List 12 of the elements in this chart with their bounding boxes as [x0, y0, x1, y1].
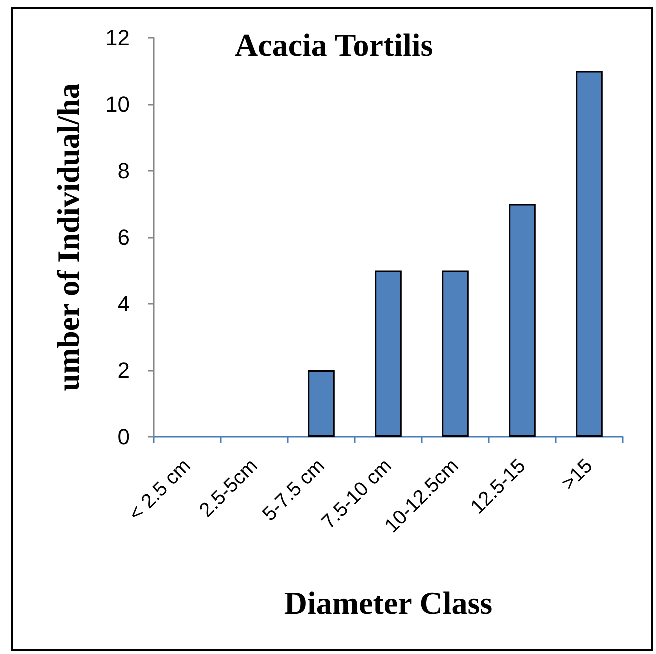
y-axis-title: umber of Individual/ha [51, 83, 86, 392]
y-tick-label: 8 [118, 158, 130, 184]
y-tick-label: 0 [118, 424, 130, 450]
y-tick-label: 2 [118, 358, 130, 383]
x-tick-label: >15 [558, 455, 598, 495]
y-tick-label: 4 [118, 292, 130, 316]
y-tick-label: 12 [106, 26, 130, 50]
x-tick-label: < 2.5 cm [125, 455, 196, 526]
chart-title: Acacia Tortilis [235, 27, 434, 63]
x-axis-title: Diameter Class [284, 585, 493, 621]
y-tick-label: 10 [106, 92, 130, 117]
y-tick-label: 6 [118, 225, 130, 250]
